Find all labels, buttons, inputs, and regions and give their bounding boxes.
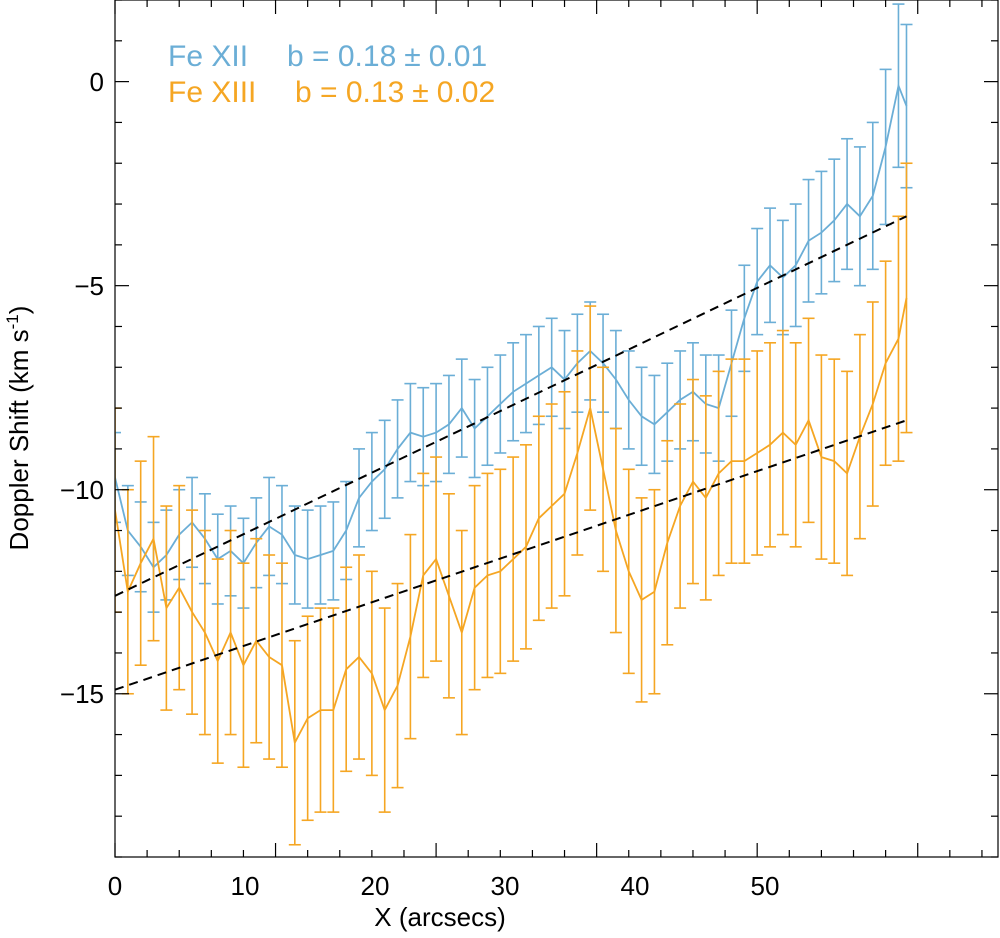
y-axis-label-close: ) — [4, 306, 34, 315]
x-tick-label: 50 — [751, 871, 780, 901]
legend-fe-xiii-error: 0.02 — [437, 76, 495, 109]
series-group — [115, 3, 913, 846]
legend-fe-xiii-fit: b = 0.13 — [295, 76, 404, 109]
fe-xii-series-line — [115, 82, 908, 569]
legend-fe-xiii-label: Fe XIII — [168, 76, 256, 109]
fe-xiii-fit-line — [115, 419, 907, 691]
fe-xii-error-bar — [115, 431, 121, 524]
legend-fe-xii-fit: b = 0.18 — [287, 40, 396, 73]
plot-area — [115, 3, 913, 846]
legend-fe-xii: Fe XII b = 0.18 ±0.01 — [168, 40, 487, 73]
plot-frame — [114, 0, 999, 858]
legend-fe-xii-label: Fe XII — [168, 40, 248, 73]
legend-fe-xiii: Fe XIII b = 0.13 ±0.02 — [168, 76, 495, 109]
x-tick-labels: 0 10 20 30 40 50 — [108, 871, 780, 901]
y-tick-label: −10 — [60, 475, 104, 505]
legend-fe-xiii-pm: ± — [412, 76, 428, 109]
y-axis-label: Doppler Shift (km s-1) — [3, 306, 34, 551]
x-tick-label: 20 — [361, 871, 390, 901]
x-tick-label: 40 — [621, 871, 650, 901]
legend-fe-xii-error: 0.01 — [429, 40, 487, 73]
y-tick-labels: 0 −5 −10 −15 — [60, 67, 104, 709]
y-tick-label: −5 — [74, 271, 104, 301]
axes — [114, 0, 999, 858]
y-tick-label: 0 — [90, 67, 104, 97]
fe-xiii-series-line — [115, 297, 908, 746]
x-tick-label: 10 — [231, 871, 260, 901]
x-tick-label: 0 — [108, 871, 122, 901]
y-axis-label-superscript: -1 — [3, 314, 22, 329]
fe-xii-fit-line — [115, 215, 907, 597]
legend: Fe XII b = 0.18 ±0.01 Fe XIII b = 0.13 ±0.02 — [168, 40, 495, 109]
y-tick-label: −15 — [60, 679, 104, 709]
x-axis-label: X (arcsecs) — [374, 902, 505, 932]
legend-fe-xii-pm: ± — [404, 40, 420, 73]
y-axis-label-main: Doppler Shift (km s — [4, 329, 34, 550]
x-tick-label: 30 — [491, 871, 520, 901]
